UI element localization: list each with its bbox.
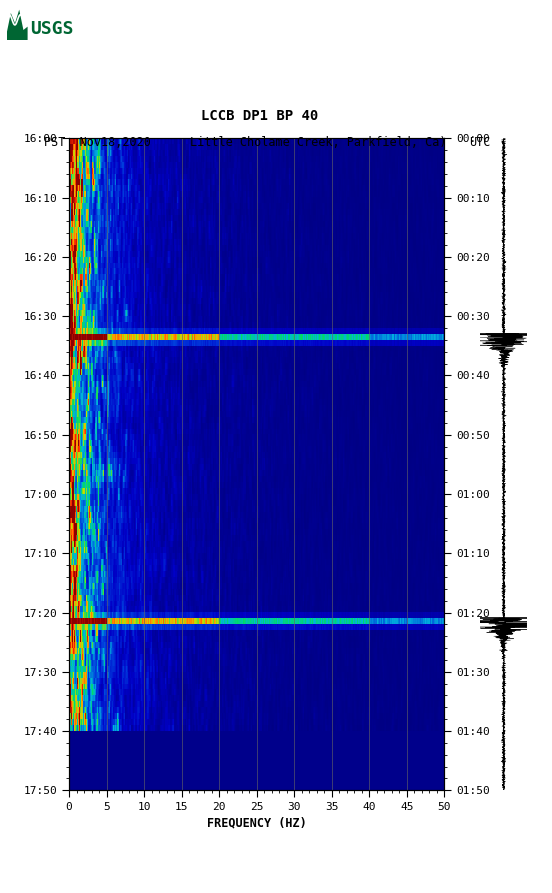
Polygon shape: [7, 10, 28, 40]
X-axis label: FREQUENCY (HZ): FREQUENCY (HZ): [207, 816, 306, 830]
Text: UTC: UTC: [470, 136, 491, 149]
Text: PST  Nov18,2020: PST Nov18,2020: [44, 136, 151, 149]
Text: USGS: USGS: [30, 21, 74, 38]
Text: Little Cholame Creek, Parkfield, Ca): Little Cholame Creek, Parkfield, Ca): [190, 136, 447, 149]
Text: LCCB DP1 BP 40: LCCB DP1 BP 40: [201, 109, 318, 123]
